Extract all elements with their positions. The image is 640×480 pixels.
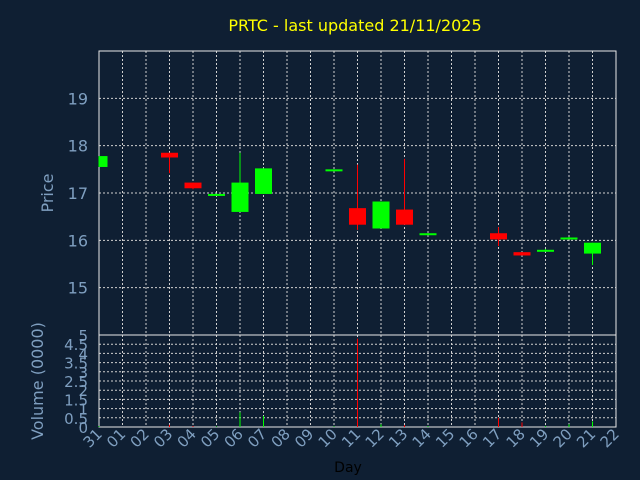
volume-bar-06 [239, 412, 241, 427]
candle-body [396, 209, 413, 225]
volume-tick-label: 2 [78, 382, 88, 400]
price-tick-label: 18 [68, 137, 88, 156]
price-tick-label: 15 [68, 279, 88, 298]
volume-bar-12 [380, 424, 382, 427]
candle-body [560, 237, 578, 240]
day-x-ticks: 3101020304050607080910111213141516171819… [80, 425, 623, 451]
volume-tick-label: 4.5 [64, 336, 88, 354]
candle-05 [208, 193, 225, 196]
candle-03 [161, 152, 178, 174]
candle-body [584, 242, 601, 254]
volume-bar-07 [263, 415, 264, 427]
chart-title: PRTC - last updated 21/11/2025 [228, 16, 481, 35]
volume-bar-13 [404, 425, 405, 427]
volume-bar-10 [333, 426, 335, 427]
candles [98, 152, 601, 265]
candle-17 [490, 227, 507, 247]
volume-bar-04 [192, 426, 194, 427]
candle-13 [396, 158, 413, 225]
candle-18 [513, 252, 531, 256]
candle-body [372, 201, 390, 229]
volume-bar-20 [568, 424, 570, 427]
price-tick-label: 19 [68, 89, 88, 108]
candle-body [255, 168, 272, 194]
volume-bar-14 [427, 426, 429, 427]
candle-body [208, 193, 225, 196]
volume-axis-label: Volume (0000) [28, 322, 47, 440]
volume-tick-label: 4 [78, 345, 88, 363]
volume-tick-label: 1 [78, 401, 88, 419]
volume-tick-label: 1.5 [64, 391, 88, 409]
candle-body [161, 152, 178, 158]
candle-21 [584, 242, 601, 265]
volume-bar-05 [216, 426, 217, 427]
volume-bar-18 [521, 422, 523, 427]
candle-body [490, 233, 507, 240]
volume-y-ticks: 00.511.522.533.544.55 [64, 327, 88, 437]
candle-14 [419, 233, 437, 236]
volume-bar-17 [498, 417, 499, 427]
candle-body [513, 252, 531, 256]
volume-bar-21 [592, 421, 593, 427]
price-tick-label: 17 [68, 184, 88, 203]
volume-tick-label: 5 [78, 327, 88, 345]
candle-body [325, 169, 343, 172]
volume-bar-11 [357, 338, 358, 427]
candle-20 [560, 237, 578, 240]
candle-11 [349, 164, 366, 230]
volume-tick-label: 0.5 [64, 410, 88, 428]
candle-body [537, 249, 554, 252]
volume-tick-label: 0 [78, 419, 88, 437]
candle-12 [372, 201, 390, 229]
volume-gridlines [99, 335, 616, 427]
candle-body [99, 156, 108, 167]
candle-06 [231, 152, 249, 212]
candle-body [184, 182, 202, 189]
candle-body [419, 233, 437, 236]
volume-bar-31 [98, 426, 100, 427]
candle-04 [184, 182, 202, 190]
price-tick-label: 16 [68, 231, 88, 250]
candle-body [349, 208, 366, 225]
day-axis-label: Day [334, 460, 362, 476]
volume-bar-19 [545, 426, 546, 427]
volume-tick-label: 2.5 [64, 373, 88, 391]
candle-10 [325, 169, 343, 172]
price-y-ticks: 15 16 17 18 19 [68, 89, 88, 297]
volume-tick-label: 3.5 [64, 355, 88, 373]
candle-19 [537, 248, 554, 252]
candle-31 [98, 156, 108, 167]
volume-bar-03 [169, 424, 170, 427]
candle-07 [255, 168, 272, 194]
volume-tick-label: 3 [78, 364, 88, 382]
volume-bars [98, 338, 593, 427]
price-axis-label: Price [38, 173, 57, 212]
candle-body [231, 182, 249, 212]
